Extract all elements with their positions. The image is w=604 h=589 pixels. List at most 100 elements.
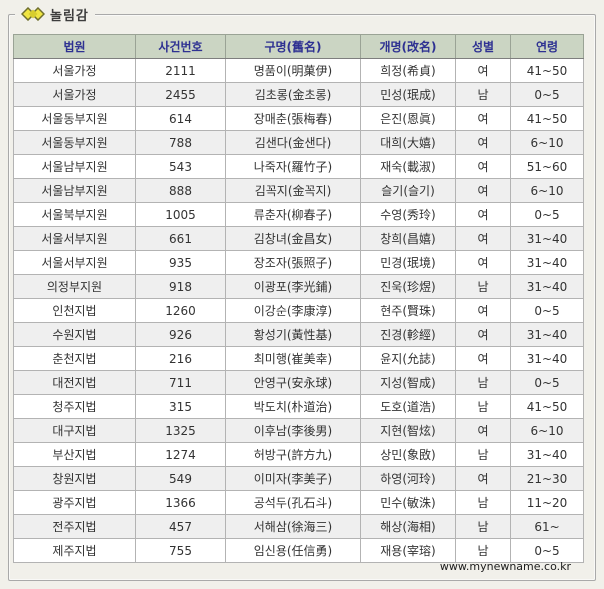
cell-old-name: 장조자(張照子) bbox=[225, 250, 361, 275]
cell-gender: 여 bbox=[455, 466, 511, 491]
cell-court: 대구지법 bbox=[13, 418, 136, 443]
column-header: 연령 bbox=[510, 34, 584, 59]
cell-old-name: 황성기(黃性基) bbox=[225, 322, 361, 347]
table-row: 대구지법 1325 이후남(李後男) 지현(智炫) 여 6~10 bbox=[13, 418, 584, 443]
column-header: 성별 bbox=[455, 34, 511, 59]
cell-age: 0~5 bbox=[510, 82, 584, 107]
cell-age: 6~10 bbox=[510, 178, 584, 203]
cell-age: 31~40 bbox=[510, 442, 584, 467]
cell-case-number: 457 bbox=[135, 514, 226, 539]
cell-new-name: 윤지(允誌) bbox=[360, 346, 456, 371]
cell-court: 광주지법 bbox=[13, 490, 136, 515]
cell-old-name: 이미자(李美子) bbox=[225, 466, 361, 491]
cell-case-number: 543 bbox=[135, 154, 226, 179]
cell-new-name: 지성(智成) bbox=[360, 370, 456, 395]
table-row: 춘천지법 216 최미행(崔美幸) 윤지(允誌) 여 31~40 bbox=[13, 346, 584, 371]
cell-age: 31~40 bbox=[510, 226, 584, 251]
cell-age: 51~60 bbox=[510, 154, 584, 179]
cell-age: 61~ bbox=[510, 514, 584, 539]
cell-age: 0~5 bbox=[510, 370, 584, 395]
cell-gender: 남 bbox=[455, 538, 511, 563]
table-row: 수원지법 926 황성기(黃性基) 진경(軫經) 여 31~40 bbox=[13, 322, 584, 347]
cell-age: 41~50 bbox=[510, 58, 584, 83]
cell-case-number: 926 bbox=[135, 322, 226, 347]
cell-old-name: 김샌다(金샌다) bbox=[225, 130, 361, 155]
name-change-groupbox: 놀림감 법원 사건번호 구명(舊名) 개명(改名) 성별 연령 서울가정 2111 명품이(明… bbox=[8, 5, 596, 581]
cell-case-number: 216 bbox=[135, 346, 226, 371]
cell-age: 6~10 bbox=[510, 418, 584, 443]
cell-new-name: 민경(珉境) bbox=[360, 250, 456, 275]
cell-new-name: 수영(秀玲) bbox=[360, 202, 456, 227]
cell-court: 서울서부지원 bbox=[13, 250, 136, 275]
cell-new-name: 민성(珉成) bbox=[360, 82, 456, 107]
cell-gender: 여 bbox=[455, 226, 511, 251]
column-header: 사건번호 bbox=[135, 34, 226, 59]
cell-case-number: 918 bbox=[135, 274, 226, 299]
cell-old-name: 명품이(明菓伊) bbox=[225, 58, 361, 83]
table-row: 제주지법 755 임신용(任信勇) 재용(宰瑢) 남 0~5 bbox=[13, 538, 584, 563]
table-row: 서울남부지원 888 김꼭지(金꼭지) 슬기(슬기) 여 6~10 bbox=[13, 178, 584, 203]
cell-new-name: 희정(希貞) bbox=[360, 58, 456, 83]
table-row: 서울가정 2455 김초롱(金초롱) 민성(珉成) 남 0~5 bbox=[13, 82, 584, 107]
name-change-table: 법원 사건번호 구명(舊名) 개명(改名) 성별 연령 서울가정 2111 명품이(明菓伊) 희… bbox=[13, 34, 584, 563]
cell-court: 부산지법 bbox=[13, 442, 136, 467]
cell-court: 서울남부지원 bbox=[13, 178, 136, 203]
cell-age: 21~30 bbox=[510, 466, 584, 491]
cell-new-name: 슬기(슬기) bbox=[360, 178, 456, 203]
cell-new-name: 재숙(載淑) bbox=[360, 154, 456, 179]
cell-court: 서울남부지원 bbox=[13, 154, 136, 179]
cell-new-name: 현주(賢珠) bbox=[360, 298, 456, 323]
cell-case-number: 549 bbox=[135, 466, 226, 491]
cell-age: 41~50 bbox=[510, 394, 584, 419]
table-body: 서울가정 2111 명품이(明菓伊) 희정(希貞) 여 41~50 서울가정 2455 김초롱(… bbox=[13, 58, 584, 563]
cell-new-name: 진경(軫經) bbox=[360, 322, 456, 347]
cell-new-name: 창희(昌嬉) bbox=[360, 226, 456, 251]
cell-old-name: 장매춘(張梅春) bbox=[225, 106, 361, 131]
cell-old-name: 박도치(朴道治) bbox=[225, 394, 361, 419]
table-row: 인천지법 1260 이강순(李康淳) 현주(賢珠) 여 0~5 bbox=[13, 298, 584, 323]
cell-case-number: 935 bbox=[135, 250, 226, 275]
cell-court: 인천지법 bbox=[13, 298, 136, 323]
cell-court: 서울가정 bbox=[13, 82, 136, 107]
table-row: 전주지법 457 서해삼(徐海三) 해상(海相) 남 61~ bbox=[13, 514, 584, 539]
cell-new-name: 대희(大嬉) bbox=[360, 130, 456, 155]
double-diamond-icon bbox=[21, 7, 45, 21]
table-row: 서울서부지원 661 김창녀(金昌女) 창희(昌嬉) 여 31~40 bbox=[13, 226, 584, 251]
cell-case-number: 888 bbox=[135, 178, 226, 203]
cell-gender: 여 bbox=[455, 346, 511, 371]
cell-case-number: 315 bbox=[135, 394, 226, 419]
cell-old-name: 김초롱(金초롱) bbox=[225, 82, 361, 107]
site-url: www.mynewname.co.kr bbox=[439, 560, 571, 573]
cell-gender: 남 bbox=[455, 394, 511, 419]
table-row: 부산지법 1274 허방구(許方九) 상민(象敃) 남 31~40 bbox=[13, 442, 584, 467]
cell-age: 41~50 bbox=[510, 106, 584, 131]
cell-gender: 여 bbox=[455, 298, 511, 323]
cell-court: 수원지법 bbox=[13, 322, 136, 347]
cell-old-name: 류춘자(柳春子) bbox=[225, 202, 361, 227]
cell-case-number: 614 bbox=[135, 106, 226, 131]
cell-old-name: 임신용(任信勇) bbox=[225, 538, 361, 563]
cell-court: 청주지법 bbox=[13, 394, 136, 419]
cell-court: 대전지법 bbox=[13, 370, 136, 395]
cell-gender: 여 bbox=[455, 178, 511, 203]
cell-new-name: 하영(河玲) bbox=[360, 466, 456, 491]
cell-gender: 여 bbox=[455, 250, 511, 275]
table-row: 서울북부지원 1005 류춘자(柳春子) 수영(秀玲) 여 0~5 bbox=[13, 202, 584, 227]
cell-new-name: 지현(智炫) bbox=[360, 418, 456, 443]
cell-gender: 여 bbox=[455, 106, 511, 131]
column-header: 법원 bbox=[13, 34, 136, 59]
cell-court: 서울동부지원 bbox=[13, 130, 136, 155]
table-row: 청주지법 315 박도치(朴道治) 도호(道浩) 남 41~50 bbox=[13, 394, 584, 419]
table-row: 광주지법 1366 공석두(孔石斗) 민수(敏洙) 남 11~20 bbox=[13, 490, 584, 515]
cell-age: 0~5 bbox=[510, 538, 584, 563]
cell-case-number: 1005 bbox=[135, 202, 226, 227]
table-row: 대전지법 711 안영구(安永球) 지성(智成) 남 0~5 bbox=[13, 370, 584, 395]
cell-gender: 남 bbox=[455, 274, 511, 299]
cell-old-name: 나죽자(羅竹子) bbox=[225, 154, 361, 179]
cell-case-number: 2455 bbox=[135, 82, 226, 107]
cell-age: 31~40 bbox=[510, 346, 584, 371]
cell-old-name: 안영구(安永球) bbox=[225, 370, 361, 395]
table-row: 서울동부지원 614 장매춘(張梅春) 은진(恩眞) 여 41~50 bbox=[13, 106, 584, 131]
groupbox-title: 놀림감 bbox=[15, 5, 95, 24]
